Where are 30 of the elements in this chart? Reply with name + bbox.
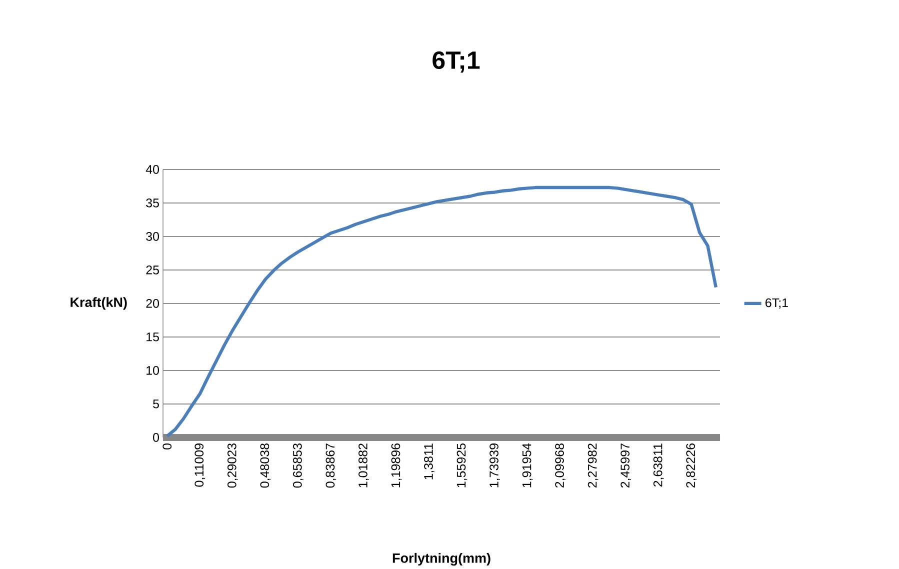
x-tick-label: 1,73939 — [490, 444, 500, 488]
chart-title: 6T;1 — [432, 51, 480, 73]
x-tick-label: 2,09968 — [555, 444, 566, 488]
x-tick-label: 0,11009 — [194, 444, 206, 487]
x-tick-label: 2,27982 — [588, 444, 598, 488]
x-tick-label: 1,19896 — [391, 444, 402, 488]
y-tick-label: 25 — [146, 266, 159, 274]
x-tick-label: 1,3811 — [424, 444, 434, 480]
y-tick-label: 15 — [146, 332, 159, 342]
y-tick-label: 20 — [146, 299, 160, 308]
x-tick-label: 2,63811 — [653, 444, 664, 487]
x-tick-label: 1,91954 — [522, 443, 533, 488]
legend-label: 6T;1 — [766, 298, 788, 309]
x-tick-label: 0 — [162, 443, 172, 450]
x-axis-title: Forlytning(mm) — [392, 552, 490, 566]
y-tick-label: 5 — [153, 400, 159, 408]
x-tick-label: 2,82226 — [686, 444, 696, 488]
y-tick-label: 0 — [153, 433, 160, 442]
y-tick-label: 30 — [146, 232, 160, 241]
y-tick-label: 35 — [146, 198, 159, 208]
x-tick-label: 1,55925 — [456, 444, 468, 488]
x-tick-label: 0,83867 — [326, 444, 336, 488]
y-tick-label: 40 — [146, 165, 160, 174]
x-tick-label: 1,01882 — [358, 444, 369, 488]
x-tick-label: 0,29023 — [227, 444, 238, 488]
y-axis-title: Kraft(kN) — [70, 297, 127, 310]
x-tick-label: 0,65853 — [293, 444, 304, 488]
y-tick-label: 10 — [146, 366, 160, 375]
x-tick-label: 0,48038 — [260, 444, 271, 488]
x-tick-label: 2,45997 — [620, 444, 631, 488]
